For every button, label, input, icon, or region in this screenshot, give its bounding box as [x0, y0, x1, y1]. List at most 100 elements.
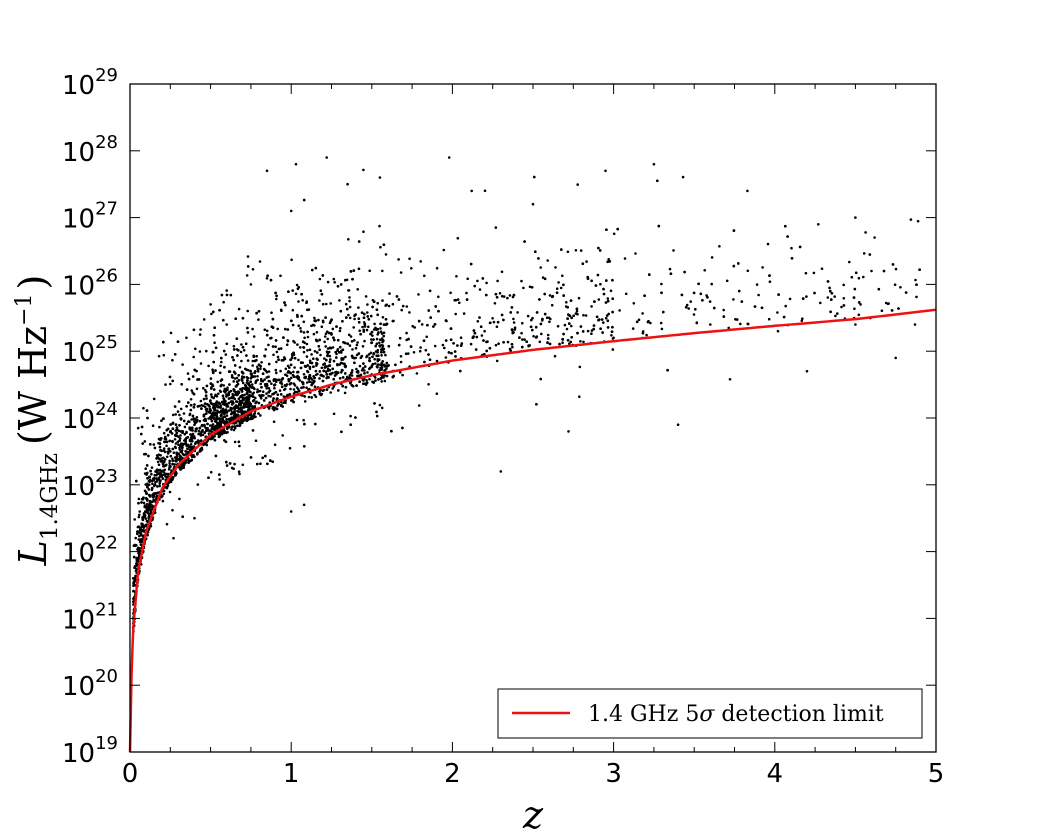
scatter-point: [269, 459, 272, 462]
scatter-point: [236, 393, 240, 396]
scatter-point: [212, 411, 215, 415]
scatter-point: [280, 359, 284, 362]
scatter-point: [602, 287, 605, 291]
scatter-point: [219, 384, 223, 388]
scatter-point: [768, 274, 771, 277]
scatter-point: [324, 370, 328, 374]
scatter-point: [548, 342, 552, 346]
scatter-point: [283, 327, 287, 331]
scatter-point: [355, 367, 358, 371]
scatter-point: [602, 321, 605, 324]
scatter-point: [419, 260, 423, 263]
scatter-point: [171, 421, 175, 425]
scatter-point: [243, 416, 247, 420]
scatter-point: [561, 338, 564, 341]
scatter-point: [267, 362, 271, 366]
scatter-point: [332, 377, 336, 381]
scatter-point: [203, 423, 206, 427]
scatter-point: [207, 364, 210, 368]
scatter-point: [372, 300, 376, 304]
scatter-point: [174, 456, 177, 459]
scatter-point: [225, 395, 228, 398]
scatter-point: [282, 336, 285, 339]
scatter-point: [355, 384, 358, 387]
scatter-point: [699, 292, 703, 296]
scatter-point: [185, 336, 188, 340]
scatter-point: [418, 349, 422, 353]
scatter-point: [506, 340, 510, 344]
scatter-point: [289, 510, 293, 513]
scatter-point: [233, 425, 237, 428]
scatter-point: [204, 408, 208, 411]
scatter-point: [245, 354, 248, 357]
scatter-point: [263, 378, 266, 381]
scatter-point: [776, 311, 779, 314]
scatter-point: [182, 466, 185, 470]
scatter-point: [366, 315, 370, 318]
scatter-point: [458, 301, 461, 305]
scatter-point: [152, 443, 156, 446]
scatter-point: [301, 299, 305, 302]
scatter-point: [185, 431, 188, 435]
scatter-point: [755, 283, 759, 286]
scatter-point: [189, 408, 193, 412]
scatter-point: [804, 271, 808, 275]
scatter-point: [391, 319, 395, 323]
y-tick-base: 10: [62, 271, 95, 301]
scatter-point: [147, 504, 151, 507]
scatter-point: [604, 169, 607, 173]
scatter-point: [435, 392, 439, 396]
scatter-point: [378, 341, 381, 345]
scatter-point: [339, 283, 343, 286]
scatter-point: [260, 394, 264, 398]
scatter-point: [157, 477, 161, 480]
scatter-point: [223, 400, 227, 403]
scatter-point: [150, 486, 154, 490]
y-tick-exponent: 28: [95, 132, 118, 153]
scatter-point: [456, 298, 460, 301]
scatter-point: [246, 255, 250, 258]
scatter-point: [303, 400, 307, 403]
scatter-point: [179, 468, 182, 471]
scatter-point: [904, 291, 908, 294]
scatter-point: [261, 456, 265, 460]
scatter-point: [161, 473, 164, 477]
scatter-point: [419, 346, 422, 349]
scatter-point: [146, 471, 149, 475]
scatter-point: [132, 581, 135, 585]
scatter-point: [334, 350, 338, 354]
scatter-point: [480, 334, 484, 337]
scatter-point: [684, 306, 688, 309]
scatter-point: [728, 378, 732, 381]
scatter-point: [531, 202, 535, 206]
scatter-point: [354, 416, 357, 419]
scatter-point: [276, 327, 280, 331]
y-label-units-close: ): [11, 275, 55, 290]
scatter-point: [238, 472, 241, 476]
scatter-point: [227, 409, 231, 412]
scatter-point: [494, 343, 498, 347]
scatter-point: [500, 313, 504, 317]
scatter-point: [659, 321, 663, 325]
scatter-point: [680, 293, 684, 297]
scatter-point: [596, 273, 600, 277]
scatter-point: [275, 350, 279, 354]
scatter-point: [873, 236, 876, 239]
scatter-point: [605, 314, 609, 317]
scatter-point: [175, 428, 179, 432]
scatter-point: [185, 405, 188, 408]
scatter-point: [222, 397, 225, 400]
scatter-point: [137, 497, 141, 501]
scatter-point: [322, 363, 325, 366]
scatter-point: [385, 322, 388, 326]
scatter-point: [408, 311, 411, 314]
scatter-point: [652, 162, 656, 166]
scatter-point: [153, 446, 157, 450]
scatter-point: [656, 179, 659, 183]
scatter-point: [252, 413, 256, 416]
scatter-point: [371, 305, 374, 309]
scatter-point: [210, 414, 213, 418]
scatter-point: [669, 272, 673, 276]
scatter-point: [285, 343, 289, 347]
